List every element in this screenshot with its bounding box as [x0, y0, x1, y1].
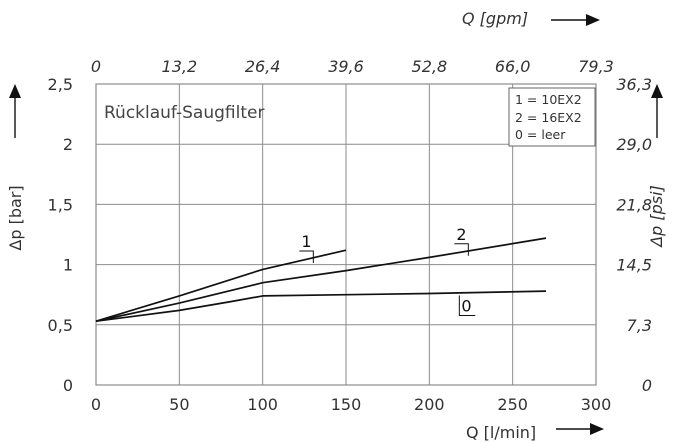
y-axis-arrow-icon	[9, 84, 21, 138]
x2-tick-label: 26,4	[245, 57, 281, 76]
x2-tick-label: 79,3	[578, 57, 614, 76]
x2-axis-arrow-icon	[551, 14, 600, 26]
series-leader-0	[458, 295, 476, 316]
y2-tick-label: 36,3	[616, 75, 652, 94]
y-tick-label: 2	[63, 135, 73, 154]
x-tick-label: 250	[497, 395, 528, 414]
legend-entry-1: 1 = 10EX2	[515, 92, 582, 107]
x2-tick-label: 66,0	[495, 57, 531, 76]
legend-entry-0: 0 = leer	[515, 127, 566, 142]
y-tick-label: 0,5	[48, 316, 73, 335]
y-axis-title: Δp [bar]	[6, 185, 25, 250]
y-tick-label: 0	[63, 376, 73, 395]
y2-tick-label: 0	[642, 376, 652, 395]
y2-tick-label: 29,0	[616, 135, 652, 154]
x-axis-title: Q [l/min]	[466, 423, 536, 442]
legend-box	[508, 87, 596, 147]
y-tick-label: 1,5	[48, 195, 73, 214]
y-tick-label: 1	[63, 256, 73, 275]
series-leader-2	[454, 243, 469, 256]
x2-tick-label: 0	[91, 57, 101, 76]
x-tick-label: 0	[91, 395, 101, 414]
series-label-1: 1	[301, 232, 311, 251]
y2-tick-label: 21,8	[616, 195, 652, 214]
chart-title: Rücklauf-Saugfilter	[104, 103, 264, 123]
y2-tick-label: 14,5	[616, 256, 652, 275]
series: 1 2 0	[95, 225, 547, 323]
series-leader-1	[299, 250, 314, 263]
x-tick-label: 100	[247, 395, 278, 414]
y2-axis-arrow-icon	[651, 84, 663, 138]
plot-frame	[95, 83, 597, 386]
x-tick-label: 200	[414, 395, 445, 414]
legend: 1 = 10EX2 2 = 16EX2 0 = leer	[508, 87, 596, 147]
x-tick-label: 300	[581, 395, 612, 414]
x-tick-label: 150	[331, 395, 362, 414]
legend-entry-2: 2 = 16EX2	[515, 110, 582, 125]
series-label-0: 0	[461, 296, 471, 315]
series-label-2: 2	[456, 225, 466, 244]
series-line-0	[95, 290, 547, 323]
x-tick-label: 50	[169, 395, 189, 414]
series-line-1	[95, 249, 347, 323]
x2-axis-title: Q [gpm]	[462, 9, 528, 28]
x2-tick-label: 52,8	[412, 57, 448, 76]
y2-axis-title: Δp [psi]	[647, 185, 666, 249]
x2-tick-label: 13,2	[162, 57, 198, 76]
y2-tick-label: 7,3	[627, 316, 652, 335]
x-axis-arrow-icon	[556, 423, 604, 435]
x2-tick-label: 39,6	[328, 57, 364, 76]
series-line-2	[95, 237, 547, 323]
y-tick-label: 2,5	[48, 75, 73, 94]
